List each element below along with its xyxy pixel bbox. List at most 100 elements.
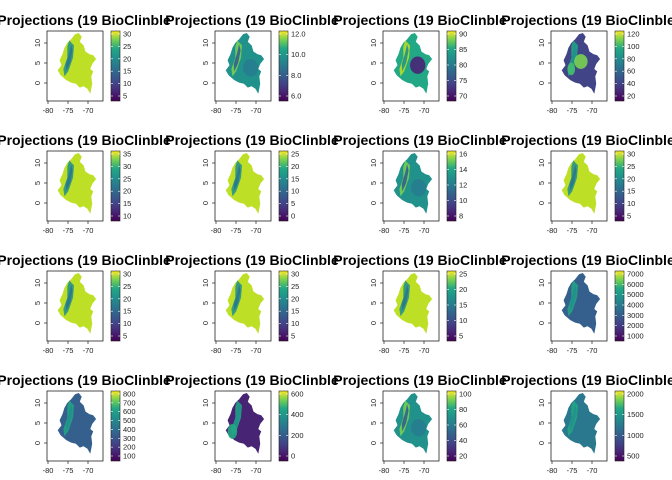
legend-tick-label: 30 xyxy=(123,30,131,39)
legend-colorbar xyxy=(614,390,625,462)
legend-tick-label: 800 xyxy=(123,390,136,399)
legend-tick-label: 10 xyxy=(291,319,299,328)
y-tick-label: 10 xyxy=(369,279,378,287)
legend-colorbar xyxy=(446,150,457,222)
panel-title: Projections (19 BioClinble xyxy=(165,372,339,388)
legend-tick-label: 30 xyxy=(123,162,131,171)
y-tick-label: 5 xyxy=(33,301,42,305)
legend-colorbar xyxy=(614,30,625,102)
x-tick-label: -70 xyxy=(83,466,94,475)
legend-tick-label: 10 xyxy=(459,196,467,205)
legend-tick-label: 120 xyxy=(627,30,640,39)
panel-title: Projections (19 BioClinble xyxy=(333,372,507,388)
y-tick-label: 5 xyxy=(33,181,42,185)
panel-title: Projections (19 BioClinble xyxy=(0,252,171,268)
y-tick-label: 0 xyxy=(369,201,378,205)
legend-colorbar xyxy=(110,390,121,462)
map-andes-core xyxy=(233,164,241,192)
y-tick-label: 0 xyxy=(201,321,210,325)
x-tick-label: -80 xyxy=(547,226,558,235)
y-tick-label: 10 xyxy=(201,39,210,47)
legend-tick-label: 10 xyxy=(627,199,635,208)
y-tick-label: 5 xyxy=(537,181,546,185)
y-tick-label: 5 xyxy=(369,421,378,425)
x-tick-label: -70 xyxy=(83,106,94,115)
panel-title: Projections (19 BioClinble xyxy=(165,252,339,268)
legend-tick-label: 5 xyxy=(123,332,127,341)
y-tick-label: 10 xyxy=(33,159,42,167)
map-panel-16: Projections (19 BioClinble 10 5 0 -80 -75 -70 2… xyxy=(501,372,672,475)
x-tick-label: -75 xyxy=(63,346,74,355)
x-tick-label: -70 xyxy=(587,346,598,355)
legend-tick-label: 15 xyxy=(123,67,131,76)
legend-tick-label: 35 xyxy=(123,150,131,159)
legend-colorbar xyxy=(614,150,625,222)
map-panel-2: Projections (19 BioClinble 10 5 0 -80 -75 -70 1… xyxy=(165,12,339,115)
legend-tick-label: 20 xyxy=(123,54,131,63)
legend-tick-label: 300 xyxy=(123,434,136,443)
x-tick-label: -80 xyxy=(379,226,390,235)
map-panel-11: Projections (19 BioClinble 10 5 0 -80 -75 -70 2… xyxy=(333,252,507,355)
y-tick-label: 5 xyxy=(537,61,546,65)
legend-tick-label: 2000 xyxy=(627,321,644,330)
y-tick-label: 0 xyxy=(33,201,42,205)
y-tick-label: 10 xyxy=(537,399,546,407)
panel-title: Projections (19 BioClinble xyxy=(0,12,171,28)
legend-tick-label: 20 xyxy=(627,92,635,101)
panel-title: Projections (19 BioClinble xyxy=(333,252,507,268)
legend-tick-label: 10.0 xyxy=(291,50,306,59)
y-tick-label: 5 xyxy=(201,421,210,425)
legend-tick-label: 15 xyxy=(291,307,299,316)
y-tick-label: 0 xyxy=(369,321,378,325)
legend-tick-label: 40 xyxy=(627,79,635,88)
map-andes-core xyxy=(569,284,577,312)
y-tick-label: 0 xyxy=(537,321,546,325)
legend-tick-label: 10 xyxy=(291,187,299,196)
map-panel-15: Projections (19 BioClinble 10 5 0 -80 -75 -70 1… xyxy=(333,372,507,475)
x-tick-label: -75 xyxy=(399,346,410,355)
legend-tick-label: 6.0 xyxy=(291,92,301,101)
legend-tick-label: 3000 xyxy=(627,311,644,320)
y-tick-label: 0 xyxy=(369,81,378,85)
legend-tick-label: 14 xyxy=(459,165,467,174)
legend-tick-label: 20 xyxy=(627,174,635,183)
y-tick-label: 0 xyxy=(33,321,42,325)
legend-tick-label: 20 xyxy=(459,452,467,461)
x-tick-label: -75 xyxy=(63,466,74,475)
y-tick-label: 5 xyxy=(537,301,546,305)
map-andes-core xyxy=(233,404,241,432)
y-tick-label: 0 xyxy=(201,441,210,445)
map-andes-core xyxy=(65,44,73,72)
legend-tick-label: 25 xyxy=(291,282,299,291)
x-tick-label: -80 xyxy=(43,226,54,235)
legend-tick-label: 30 xyxy=(123,270,131,279)
panel-title: Projections (19 BioClinble xyxy=(501,252,672,268)
x-tick-label: -75 xyxy=(399,466,410,475)
x-tick-label: -70 xyxy=(587,226,598,235)
panel-title: Projections (19 BioClinble xyxy=(165,12,339,28)
x-tick-label: -80 xyxy=(547,346,558,355)
x-tick-label: -80 xyxy=(211,106,222,115)
x-tick-label: -75 xyxy=(63,106,74,115)
y-tick-label: 5 xyxy=(537,421,546,425)
legend-tick-label: 8 xyxy=(459,212,463,221)
y-tick-label: 10 xyxy=(201,279,210,287)
map-andes-core xyxy=(65,164,73,192)
legend-tick-label: 80 xyxy=(459,405,467,414)
y-tick-label: 5 xyxy=(369,301,378,305)
legend-tick-label: 5 xyxy=(627,212,631,221)
legend-tick-label: 6000 xyxy=(627,280,644,289)
legend-colorbar xyxy=(110,150,121,222)
legend-tick-label: 12 xyxy=(459,181,467,190)
legend-colorbar xyxy=(446,30,457,102)
legend-tick-label: 5 xyxy=(291,332,295,341)
legend-tick-label: 1500 xyxy=(627,410,644,419)
legend-tick-label: 200 xyxy=(291,431,304,440)
panel-title: Projections (19 BioClinble xyxy=(501,12,672,28)
x-tick-label: -70 xyxy=(587,106,598,115)
panel-title: Projections (19 BioClinble xyxy=(0,372,171,388)
legend-tick-label: 60 xyxy=(627,67,635,76)
y-tick-label: 10 xyxy=(537,159,546,167)
legend-tick-label: 600 xyxy=(123,407,136,416)
y-tick-label: 5 xyxy=(201,181,210,185)
